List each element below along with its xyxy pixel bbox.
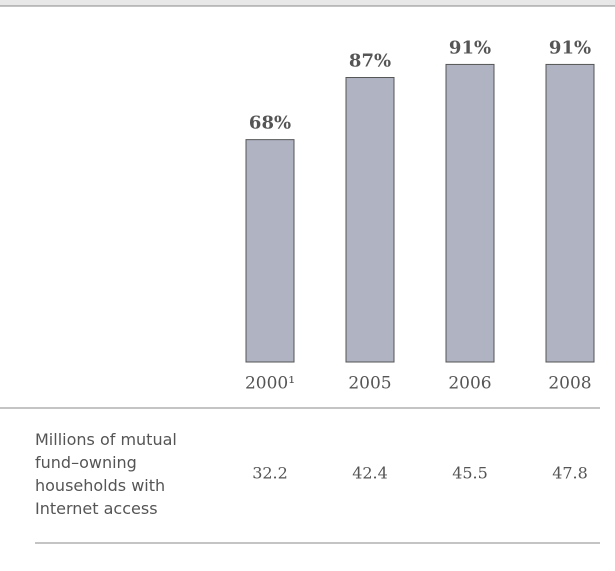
table-value: 45.5: [452, 464, 488, 483]
row-label: Millions of mutual fund–owning household…: [35, 430, 177, 518]
x-tick-label: 2005: [348, 374, 391, 394]
bar: [345, 77, 395, 363]
bar: [245, 139, 295, 363]
top-strip: [0, 0, 615, 6]
bar: [545, 63, 595, 363]
value-label: 91%: [549, 37, 591, 58]
table-value: 47.8: [552, 464, 588, 483]
x-tick-label: 2008: [548, 374, 591, 394]
value-label: 68%: [249, 113, 291, 134]
x-tick-label: 2000¹: [245, 374, 295, 394]
bar: [445, 63, 495, 363]
x-tick-label: 2006: [448, 374, 491, 394]
table-value: 42.4: [352, 464, 388, 483]
value-label: 91%: [449, 37, 491, 58]
table-value: 32.2: [252, 464, 288, 483]
value-label: 87%: [349, 51, 391, 72]
